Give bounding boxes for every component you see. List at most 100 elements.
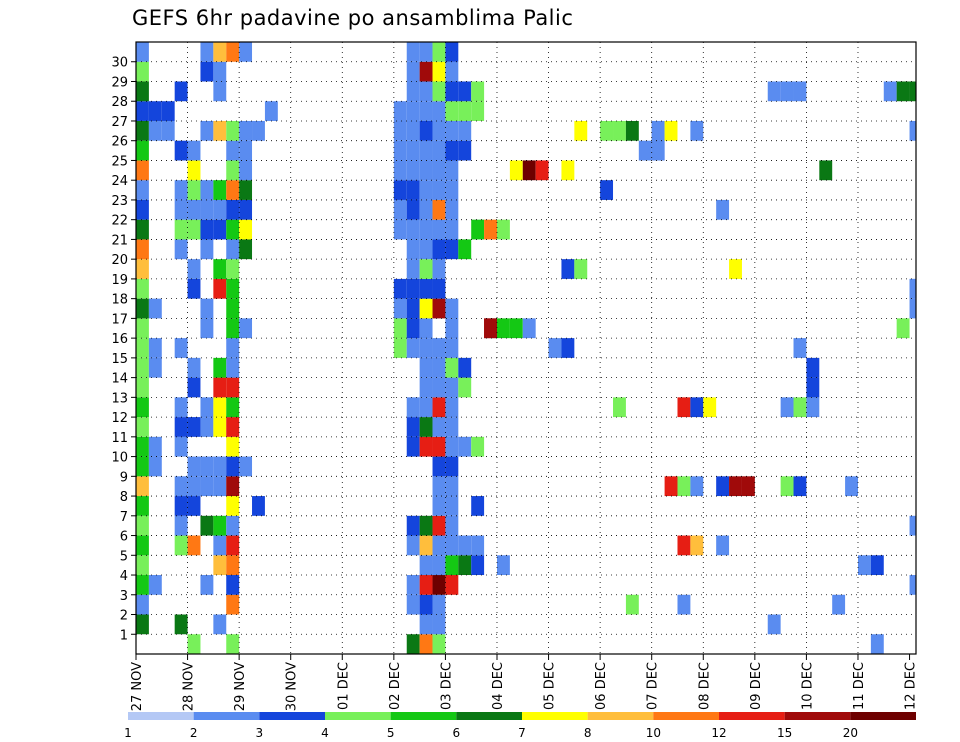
heatmap-cell bbox=[174, 219, 188, 240]
heatmap-cell bbox=[213, 397, 227, 418]
heatmap-cell bbox=[625, 120, 639, 141]
heatmap-cell bbox=[200, 476, 214, 497]
heatmap-cell bbox=[445, 575, 459, 595]
heatmap-cell bbox=[613, 397, 626, 418]
heatmap-cell bbox=[187, 219, 201, 240]
heatmap-cell bbox=[716, 535, 730, 556]
heatmap-cell bbox=[239, 318, 253, 339]
heatmap-cell bbox=[432, 397, 446, 418]
heatmap-cell bbox=[445, 456, 459, 477]
heatmap-cell bbox=[832, 594, 846, 615]
y-tick-label: 17 bbox=[111, 312, 128, 327]
heatmap-cell bbox=[664, 120, 678, 141]
heatmap-cell bbox=[419, 81, 433, 102]
heatmap-cell bbox=[419, 239, 433, 260]
heatmap-cell bbox=[419, 140, 433, 161]
heatmap-cell bbox=[200, 456, 214, 477]
y-tick-label: 29 bbox=[111, 75, 128, 90]
heatmap-cell bbox=[136, 555, 149, 576]
heatmap-cell bbox=[264, 101, 278, 121]
heatmap-cell bbox=[780, 476, 794, 497]
heatmap-cell bbox=[226, 417, 240, 437]
heatmap-cell bbox=[136, 101, 149, 121]
heatmap-cell bbox=[226, 496, 240, 516]
heatmap-cell bbox=[458, 120, 472, 141]
heatmap-cell bbox=[136, 357, 149, 378]
heatmap-cell bbox=[445, 140, 459, 161]
heatmap-cell bbox=[187, 278, 201, 299]
heatmap-cell bbox=[393, 199, 407, 220]
heatmap-cell bbox=[148, 101, 162, 121]
colorbar-label: 6 bbox=[453, 726, 461, 740]
heatmap-cell bbox=[213, 377, 227, 398]
y-tick-label: 22 bbox=[111, 214, 128, 229]
heatmap-cell bbox=[445, 397, 459, 418]
heatmap-cell bbox=[729, 259, 742, 279]
heatmap-cell bbox=[419, 219, 433, 240]
heatmap-cell bbox=[213, 515, 227, 536]
heatmap-cell bbox=[445, 239, 459, 260]
heatmap-cell bbox=[406, 338, 420, 358]
heatmap-cell bbox=[870, 634, 884, 654]
heatmap-cell bbox=[226, 436, 240, 457]
x-tick-label: 27 NOV bbox=[130, 662, 145, 711]
heatmap-cell bbox=[213, 199, 227, 220]
heatmap-cell bbox=[445, 180, 459, 200]
heatmap-cell bbox=[677, 397, 691, 418]
heatmap-cell bbox=[432, 278, 446, 299]
heatmap-cell bbox=[136, 594, 149, 615]
heatmap-cell bbox=[432, 338, 446, 358]
heatmap-cell bbox=[793, 397, 807, 418]
heatmap-cell bbox=[148, 357, 162, 378]
y-tick-label: 8 bbox=[120, 490, 128, 505]
heatmap-cell bbox=[406, 160, 420, 181]
chart-title: GEFS 6hr padavine po ansamblima Palic bbox=[132, 6, 574, 30]
heatmap-cell bbox=[136, 259, 149, 279]
x-tick-label: 11 DEC bbox=[852, 662, 867, 710]
heatmap-cell bbox=[406, 318, 420, 339]
heatmap-cell bbox=[148, 436, 162, 457]
heatmap-cell bbox=[174, 239, 188, 260]
heatmap-cell bbox=[419, 515, 433, 536]
heatmap-cell bbox=[677, 535, 691, 556]
heatmap-cell bbox=[239, 140, 253, 161]
heatmap-cell bbox=[213, 357, 227, 378]
heatmap-cell bbox=[419, 397, 433, 418]
heatmap-cell bbox=[200, 219, 214, 240]
y-tick-label: 11 bbox=[111, 431, 128, 446]
heatmap-cell bbox=[213, 259, 227, 279]
grid-lines bbox=[136, 42, 916, 654]
heatmap-cell bbox=[419, 61, 433, 82]
heatmap-cell bbox=[406, 417, 420, 437]
heatmap-cell bbox=[909, 278, 916, 299]
colorbar-swatch bbox=[390, 712, 457, 720]
heatmap-cell bbox=[136, 338, 149, 358]
colorbar-swatch bbox=[325, 712, 391, 720]
heatmap-cell bbox=[445, 101, 459, 121]
heatmap-cell bbox=[432, 42, 446, 62]
heatmap-cell bbox=[432, 61, 446, 82]
heatmap-cell bbox=[741, 476, 755, 497]
heatmap-cell bbox=[200, 515, 214, 536]
heatmap-cell bbox=[213, 180, 227, 200]
y-tick-label: 16 bbox=[111, 332, 128, 347]
heatmap-cell bbox=[200, 239, 214, 260]
heatmap-cell bbox=[406, 515, 420, 536]
heatmap-cell bbox=[148, 298, 162, 319]
heatmap-cell bbox=[793, 338, 807, 358]
heatmap-cell bbox=[406, 140, 420, 161]
heatmap-cell bbox=[174, 338, 188, 358]
y-tick-label: 28 bbox=[111, 95, 128, 110]
heatmap-cell bbox=[806, 377, 820, 398]
heatmap-cell bbox=[213, 42, 227, 62]
heatmap-cell bbox=[174, 496, 188, 516]
heatmap-cell bbox=[226, 575, 240, 595]
heatmap-cell bbox=[767, 614, 781, 635]
heatmap-cell bbox=[226, 180, 240, 200]
heatmap-cell bbox=[187, 377, 201, 398]
heatmap-cell bbox=[445, 417, 459, 437]
heatmap-cell bbox=[419, 357, 433, 378]
heatmap-cell bbox=[226, 476, 240, 497]
y-tick-label: 23 bbox=[111, 194, 128, 209]
heatmap-cell bbox=[213, 555, 227, 576]
